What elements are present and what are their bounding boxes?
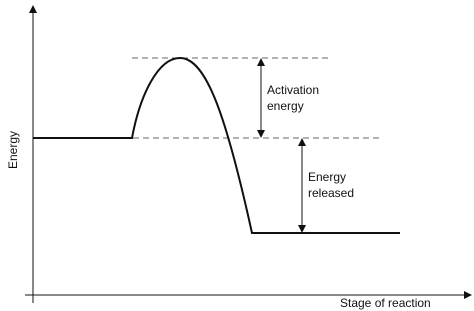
annotation-line: released: [308, 186, 354, 200]
x-axis-label: Stage of reaction: [340, 296, 431, 310]
energy-curve: [33, 56, 400, 234]
annotation-line: energy: [267, 99, 304, 113]
y-axis-label: Energy: [6, 131, 20, 169]
annotation-line: Energy: [308, 170, 346, 184]
annotation-line: Activation: [267, 83, 319, 97]
